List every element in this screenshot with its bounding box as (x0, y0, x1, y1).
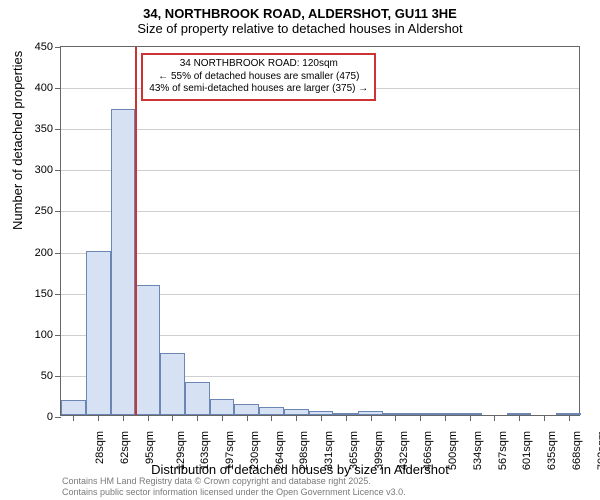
histogram-bar (259, 407, 284, 415)
y-tick-label: 150 (23, 288, 53, 300)
y-tick-label: 300 (23, 164, 53, 176)
property-marker-line (135, 47, 137, 415)
y-tick-label: 450 (23, 41, 53, 53)
footer-attribution: Contains HM Land Registry data © Crown c… (62, 476, 406, 498)
plot-region: 05010015020025030035040045028sqm62sqm95s… (60, 46, 580, 416)
chart-area: 05010015020025030035040045028sqm62sqm95s… (60, 46, 580, 416)
y-tick-label: 200 (23, 247, 53, 259)
footer-line1: Contains HM Land Registry data © Crown c… (62, 476, 406, 487)
y-tick-label: 0 (23, 411, 53, 423)
histogram-bar (111, 109, 136, 415)
x-tick-label: 28sqm (94, 431, 106, 464)
chart-title-sub: Size of property relative to detached ho… (0, 21, 600, 40)
histogram-bar (135, 285, 160, 415)
y-tick-label: 50 (23, 370, 53, 382)
x-tick-label: 62sqm (119, 431, 131, 464)
x-axis-title: Distribution of detached houses by size … (0, 462, 600, 477)
histogram-bar (210, 399, 235, 415)
histogram-bar (185, 382, 210, 415)
x-tick-label: 95sqm (144, 431, 156, 464)
histogram-bar (160, 353, 185, 415)
y-tick-label: 400 (23, 82, 53, 94)
histogram-bar (86, 251, 111, 415)
annotation-line2: ← 55% of detached houses are smaller (47… (149, 71, 368, 84)
y-axis-title: Number of detached properties (10, 51, 25, 230)
histogram-bar (61, 400, 86, 415)
y-tick-label: 350 (23, 123, 53, 135)
chart-title-main: 34, NORTHBROOK ROAD, ALDERSHOT, GU11 3HE (0, 0, 600, 21)
annotation-box: 34 NORTHBROOK ROAD: 120sqm← 55% of detac… (141, 53, 376, 101)
annotation-line1: 34 NORTHBROOK ROAD: 120sqm (149, 58, 368, 71)
footer-line2: Contains public sector information licen… (62, 487, 406, 498)
y-tick-label: 250 (23, 205, 53, 217)
chart-container: 34, NORTHBROOK ROAD, ALDERSHOT, GU11 3HE… (0, 0, 600, 500)
histogram-bar (234, 404, 259, 416)
y-tick-label: 100 (23, 329, 53, 341)
annotation-line3: 43% of semi-detached houses are larger (… (149, 83, 368, 96)
